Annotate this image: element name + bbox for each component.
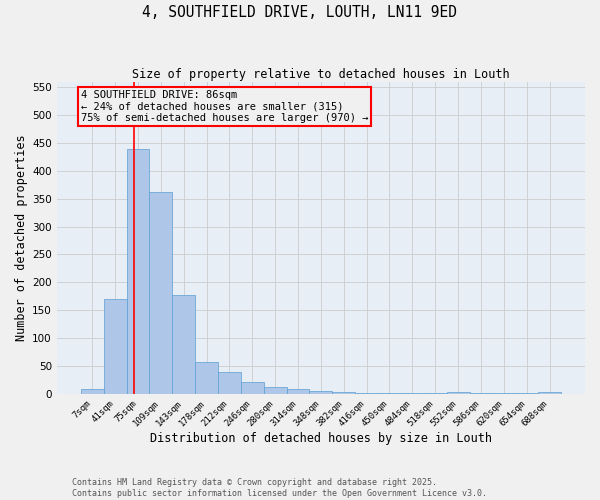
Bar bbox=[310, 391, 332, 394]
Bar bbox=[195, 362, 218, 394]
Bar bbox=[104, 299, 127, 394]
Bar bbox=[287, 390, 310, 394]
X-axis label: Distribution of detached houses by size in Louth: Distribution of detached houses by size … bbox=[150, 432, 492, 445]
Bar bbox=[127, 148, 149, 394]
Bar bbox=[538, 392, 561, 394]
Bar bbox=[264, 387, 287, 394]
Text: Contains HM Land Registry data © Crown copyright and database right 2025.
Contai: Contains HM Land Registry data © Crown c… bbox=[72, 478, 487, 498]
Bar bbox=[515, 393, 538, 394]
Bar bbox=[218, 372, 241, 394]
Bar bbox=[378, 392, 401, 394]
Bar bbox=[355, 392, 378, 394]
Bar bbox=[424, 393, 446, 394]
Title: Size of property relative to detached houses in Louth: Size of property relative to detached ho… bbox=[132, 68, 510, 80]
Bar bbox=[446, 392, 470, 394]
Bar bbox=[470, 393, 493, 394]
Bar bbox=[172, 295, 195, 394]
Bar bbox=[401, 393, 424, 394]
Bar bbox=[241, 382, 264, 394]
Text: 4 SOUTHFIELD DRIVE: 86sqm
← 24% of detached houses are smaller (315)
75% of semi: 4 SOUTHFIELD DRIVE: 86sqm ← 24% of detac… bbox=[81, 90, 368, 123]
Y-axis label: Number of detached properties: Number of detached properties bbox=[15, 134, 28, 341]
Bar bbox=[81, 390, 104, 394]
Bar bbox=[332, 392, 355, 394]
Text: 4, SOUTHFIELD DRIVE, LOUTH, LN11 9ED: 4, SOUTHFIELD DRIVE, LOUTH, LN11 9ED bbox=[143, 5, 458, 20]
Bar bbox=[493, 393, 515, 394]
Bar bbox=[149, 192, 172, 394]
